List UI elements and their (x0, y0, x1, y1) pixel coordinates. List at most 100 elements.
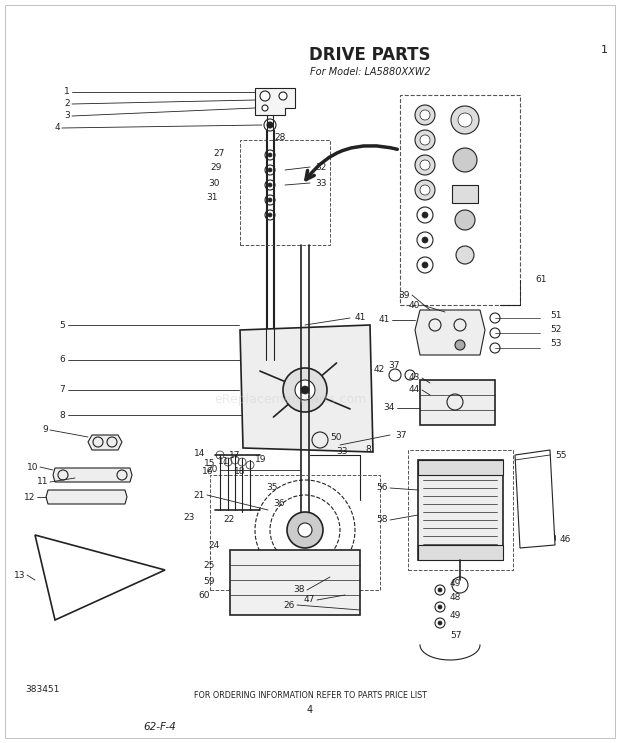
Text: 61: 61 (535, 276, 546, 285)
Text: 36: 36 (273, 499, 285, 507)
Bar (420, 380, 495, 425)
Text: 9: 9 (42, 426, 48, 435)
Circle shape (455, 340, 465, 350)
Circle shape (268, 198, 272, 202)
Text: 19: 19 (255, 455, 267, 464)
Circle shape (420, 160, 430, 170)
Text: 4: 4 (307, 705, 313, 715)
Text: 18: 18 (234, 467, 245, 476)
Text: 1: 1 (64, 88, 70, 97)
Circle shape (268, 153, 272, 157)
Circle shape (267, 122, 273, 128)
Circle shape (298, 523, 312, 537)
Circle shape (287, 512, 323, 548)
Text: 55: 55 (555, 450, 567, 459)
Text: 20: 20 (206, 466, 218, 475)
Text: 43: 43 (409, 374, 420, 383)
Text: 6: 6 (60, 355, 65, 365)
Bar (210, 475, 380, 590)
Text: 15: 15 (203, 458, 215, 467)
Circle shape (268, 168, 272, 172)
Text: 25: 25 (203, 560, 215, 569)
Circle shape (458, 113, 472, 127)
Text: 1: 1 (601, 45, 608, 55)
Text: 42: 42 (374, 366, 385, 374)
Text: 60: 60 (198, 591, 210, 600)
Circle shape (422, 262, 428, 268)
Polygon shape (88, 435, 122, 450)
Circle shape (415, 180, 435, 200)
Text: 49: 49 (450, 579, 461, 588)
Text: 49: 49 (450, 611, 461, 620)
Circle shape (438, 621, 442, 625)
Text: 57: 57 (450, 631, 461, 640)
Text: 31: 31 (206, 193, 218, 203)
Circle shape (268, 183, 272, 187)
Text: 34: 34 (384, 403, 395, 412)
Circle shape (283, 368, 327, 412)
Text: 11: 11 (218, 458, 229, 467)
Circle shape (268, 213, 272, 217)
Text: 47: 47 (304, 595, 315, 605)
Text: 37: 37 (395, 430, 407, 440)
Bar (230, 550, 360, 615)
Bar (240, 140, 330, 245)
Text: 51: 51 (550, 311, 562, 320)
Circle shape (415, 155, 435, 175)
Text: 41: 41 (355, 314, 366, 322)
Text: 50: 50 (330, 433, 342, 443)
Circle shape (438, 588, 442, 592)
Text: 33: 33 (315, 178, 327, 187)
Text: 21: 21 (193, 490, 205, 499)
Circle shape (262, 105, 268, 111)
Text: 7: 7 (60, 386, 65, 395)
Circle shape (456, 246, 474, 264)
Text: 52: 52 (550, 325, 561, 334)
Circle shape (295, 380, 315, 400)
Polygon shape (240, 325, 373, 452)
Text: 12: 12 (24, 493, 35, 502)
Text: 37: 37 (389, 360, 400, 369)
Circle shape (451, 106, 479, 134)
Text: 5: 5 (60, 320, 65, 329)
Text: 48: 48 (450, 594, 461, 603)
Bar (418, 460, 503, 475)
Circle shape (422, 237, 428, 243)
Text: 26: 26 (283, 600, 295, 609)
Bar (418, 545, 503, 560)
Text: 40: 40 (409, 300, 420, 310)
Text: 30: 30 (208, 178, 220, 187)
Text: 32: 32 (315, 163, 326, 172)
Circle shape (453, 148, 477, 172)
Circle shape (415, 130, 435, 150)
Text: 22: 22 (224, 516, 235, 525)
Text: 14: 14 (193, 449, 205, 458)
Circle shape (279, 92, 287, 100)
Text: 3: 3 (64, 111, 70, 120)
Polygon shape (415, 310, 485, 355)
Text: 27: 27 (214, 149, 225, 158)
Text: 8: 8 (365, 446, 371, 455)
Text: 13: 13 (14, 571, 25, 580)
Text: 11: 11 (37, 478, 48, 487)
Text: 2: 2 (64, 100, 70, 108)
Text: 17: 17 (229, 450, 240, 459)
Text: 58: 58 (376, 516, 388, 525)
Circle shape (420, 110, 430, 120)
Text: 10: 10 (27, 462, 38, 472)
Text: 62-F-4: 62-F-4 (144, 722, 176, 732)
Text: 38: 38 (293, 585, 305, 594)
Polygon shape (255, 88, 295, 115)
Text: 46: 46 (560, 536, 572, 545)
Circle shape (301, 386, 309, 394)
Circle shape (420, 185, 430, 195)
Polygon shape (53, 468, 132, 482)
Circle shape (422, 212, 428, 218)
Circle shape (260, 91, 270, 101)
Text: For Model: LA5880XXW2: For Model: LA5880XXW2 (309, 67, 430, 77)
Text: 59: 59 (203, 577, 215, 586)
Bar (418, 460, 503, 560)
Text: eReplacementParts.com: eReplacementParts.com (214, 394, 366, 406)
Text: DRIVE PARTS: DRIVE PARTS (309, 46, 431, 64)
Text: 28: 28 (274, 132, 286, 141)
